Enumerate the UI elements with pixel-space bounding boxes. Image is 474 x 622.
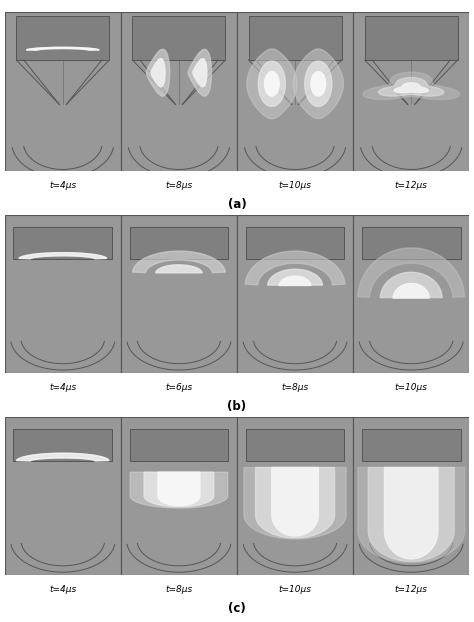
Polygon shape	[305, 61, 332, 106]
Text: t=10μs: t=10μs	[279, 180, 311, 190]
Bar	[353, 215, 469, 373]
Polygon shape	[146, 49, 170, 96]
Polygon shape	[311, 72, 326, 96]
Bar	[362, 227, 461, 259]
Text: t=12μs: t=12μs	[395, 180, 428, 190]
Bar	[365, 16, 458, 60]
Polygon shape	[17, 453, 109, 461]
Polygon shape	[378, 78, 444, 96]
Bar	[129, 227, 228, 259]
Polygon shape	[380, 272, 442, 297]
Polygon shape	[363, 72, 460, 100]
Polygon shape	[19, 253, 107, 259]
Bar	[121, 215, 237, 373]
Text: t=6μs: t=6μs	[165, 383, 192, 392]
Polygon shape	[144, 472, 214, 507]
Bar	[129, 429, 228, 461]
Bar	[237, 417, 353, 575]
Polygon shape	[27, 47, 99, 50]
Text: t=8μs: t=8μs	[282, 383, 309, 392]
Polygon shape	[293, 49, 343, 119]
Bar	[362, 429, 461, 461]
Bar	[13, 227, 112, 259]
Polygon shape	[368, 468, 454, 562]
Polygon shape	[156, 265, 202, 273]
Text: (a): (a)	[228, 198, 246, 211]
Bar	[16, 16, 109, 60]
Polygon shape	[279, 276, 311, 285]
Text: t=8μs: t=8μs	[165, 585, 192, 594]
Polygon shape	[193, 58, 207, 86]
Bar	[353, 12, 469, 171]
Polygon shape	[255, 468, 335, 538]
Polygon shape	[245, 251, 345, 285]
Polygon shape	[188, 49, 211, 96]
Polygon shape	[268, 269, 322, 285]
Polygon shape	[394, 83, 428, 93]
Polygon shape	[258, 61, 285, 106]
Polygon shape	[244, 468, 346, 539]
Bar	[5, 215, 121, 373]
Text: t=10μs: t=10μs	[395, 383, 428, 392]
Text: t=10μs: t=10μs	[279, 585, 311, 594]
Bar	[246, 429, 345, 461]
Text: (b): (b)	[228, 400, 246, 413]
Polygon shape	[158, 472, 200, 506]
Text: t=4μs: t=4μs	[49, 383, 76, 392]
Polygon shape	[393, 284, 429, 298]
Bar	[5, 12, 121, 171]
Bar	[248, 16, 341, 60]
Polygon shape	[384, 468, 438, 559]
Bar	[5, 417, 121, 575]
Bar	[121, 417, 237, 575]
Text: t=12μs: t=12μs	[395, 585, 428, 594]
Text: t=8μs: t=8μs	[165, 180, 192, 190]
Bar	[237, 215, 353, 373]
Text: t=4μs: t=4μs	[49, 180, 76, 190]
Polygon shape	[151, 58, 165, 86]
Polygon shape	[358, 468, 465, 563]
Polygon shape	[27, 47, 99, 50]
Polygon shape	[17, 453, 109, 461]
Bar	[353, 417, 469, 575]
Bar	[121, 12, 237, 171]
Polygon shape	[272, 468, 319, 536]
Polygon shape	[264, 72, 279, 96]
Polygon shape	[358, 248, 465, 297]
Text: (c): (c)	[228, 602, 246, 615]
Bar	[132, 16, 226, 60]
Polygon shape	[133, 251, 225, 272]
Bar	[237, 12, 353, 171]
Bar	[13, 429, 112, 461]
Polygon shape	[19, 253, 107, 259]
Bar	[246, 227, 345, 259]
Text: t=4μs: t=4μs	[49, 585, 76, 594]
Polygon shape	[247, 49, 297, 119]
Polygon shape	[130, 472, 228, 508]
